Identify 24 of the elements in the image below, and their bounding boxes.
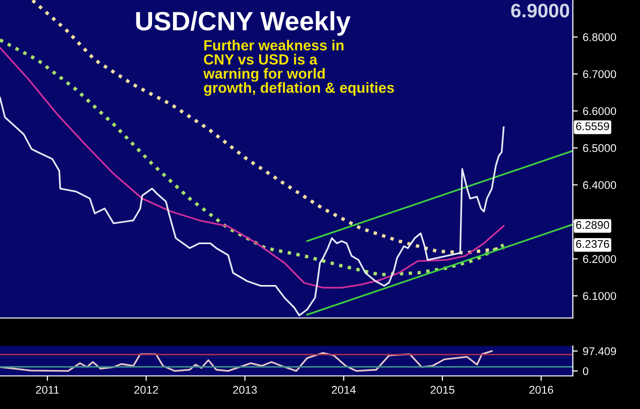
y-tick-label: 97.409: [583, 347, 616, 356]
x-tick-label: 2012: [134, 386, 158, 394]
y-tick-label: 6.1000: [583, 292, 616, 300]
chart-title: USD/CNY Weekly: [136, 11, 351, 36]
y-tick-label: 0: [582, 367, 588, 376]
text: Further weakness in CNY vs USD is a warning for world growth, deflation & equities: [203, 40, 394, 96]
annotation: 6.2376: [576, 240, 610, 248]
y-tick-label: 6.7000: [583, 70, 616, 78]
y-tick-label: 6.8000: [583, 33, 616, 42]
x-tick-label: 2014: [332, 386, 356, 394]
line-series: [30, 0, 506, 255]
y-tick-label: 6.4000: [583, 181, 616, 190]
annotation: 6.9000: [511, 4, 570, 18]
annotation: 6.5559: [576, 122, 610, 130]
line-series: [0, 96, 505, 316]
line-series: [0, 350, 493, 372]
y-tick-label: 6.5000: [583, 144, 616, 152]
x-tick-label: 2015: [430, 386, 454, 394]
y-tick-label: 6.6000: [583, 107, 616, 116]
x-tick-label: 2013: [233, 386, 257, 394]
x-tick-label: 2011: [36, 386, 59, 394]
annotation: 6.2890: [576, 221, 610, 229]
x-tick-label: 2016: [529, 386, 554, 394]
y-tick-label: 6.2000: [583, 255, 616, 263]
